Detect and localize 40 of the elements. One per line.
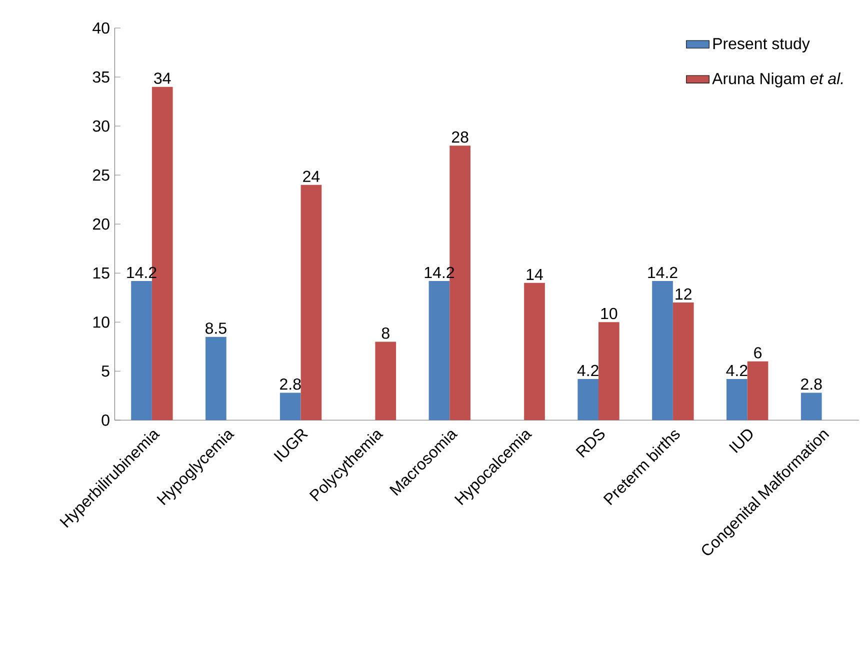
y-tick-label: 10 (93, 316, 110, 328)
bar (131, 281, 152, 420)
y-tick-label: 35 (92, 72, 110, 83)
bar (578, 379, 598, 420)
data-label: 6 (754, 347, 762, 359)
data-label: 24 (303, 170, 320, 182)
y-tick-label: 5 (102, 366, 110, 377)
data-label: 8 (382, 328, 390, 339)
data-label: 4.2 (726, 365, 748, 376)
bar (375, 342, 396, 420)
x-tick-label: IUD (728, 430, 752, 454)
y-tick-label: 40 (92, 22, 110, 34)
data-label: 14.2 (648, 267, 678, 278)
data-label: 34 (154, 72, 171, 84)
y-tick-label: 25 (92, 170, 110, 181)
data-label: 8.5 (206, 322, 226, 334)
bar (726, 379, 748, 420)
data-label: 10 (601, 308, 618, 320)
y-tick-label: 30 (92, 120, 110, 132)
data-label: 2.8 (280, 378, 301, 390)
legend-label: Present study (713, 38, 810, 53)
data-label: 2.8 (801, 378, 822, 390)
bar (747, 362, 768, 420)
bar (800, 392, 822, 420)
data-label: 14 (526, 269, 543, 280)
bar (206, 337, 226, 420)
data-label: 4.2 (577, 365, 598, 376)
data-label: 12 (676, 288, 692, 300)
bar (428, 281, 450, 420)
y-tick-label: 0 (102, 414, 110, 426)
bar (652, 281, 673, 420)
bar (598, 322, 620, 420)
y-tick-label: 20 (92, 218, 110, 230)
legend-label: Aruna Nigam et al. (712, 72, 843, 88)
bar (280, 392, 301, 420)
bar (672, 302, 694, 420)
data-label: 28 (452, 132, 468, 143)
y-tick-label: 15 (93, 268, 110, 279)
bar (300, 185, 322, 420)
bar (524, 283, 545, 420)
